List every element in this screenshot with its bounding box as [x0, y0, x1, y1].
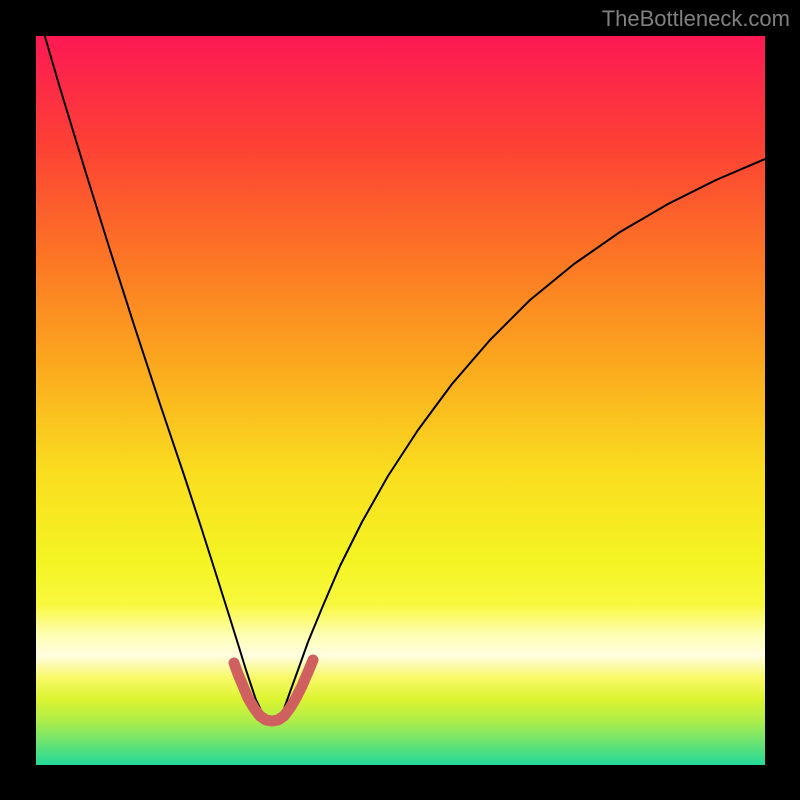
plot-area [36, 36, 765, 765]
chart-canvas: TheBottleneck.com [0, 0, 800, 800]
watermark-text: TheBottleneck.com [602, 6, 790, 32]
